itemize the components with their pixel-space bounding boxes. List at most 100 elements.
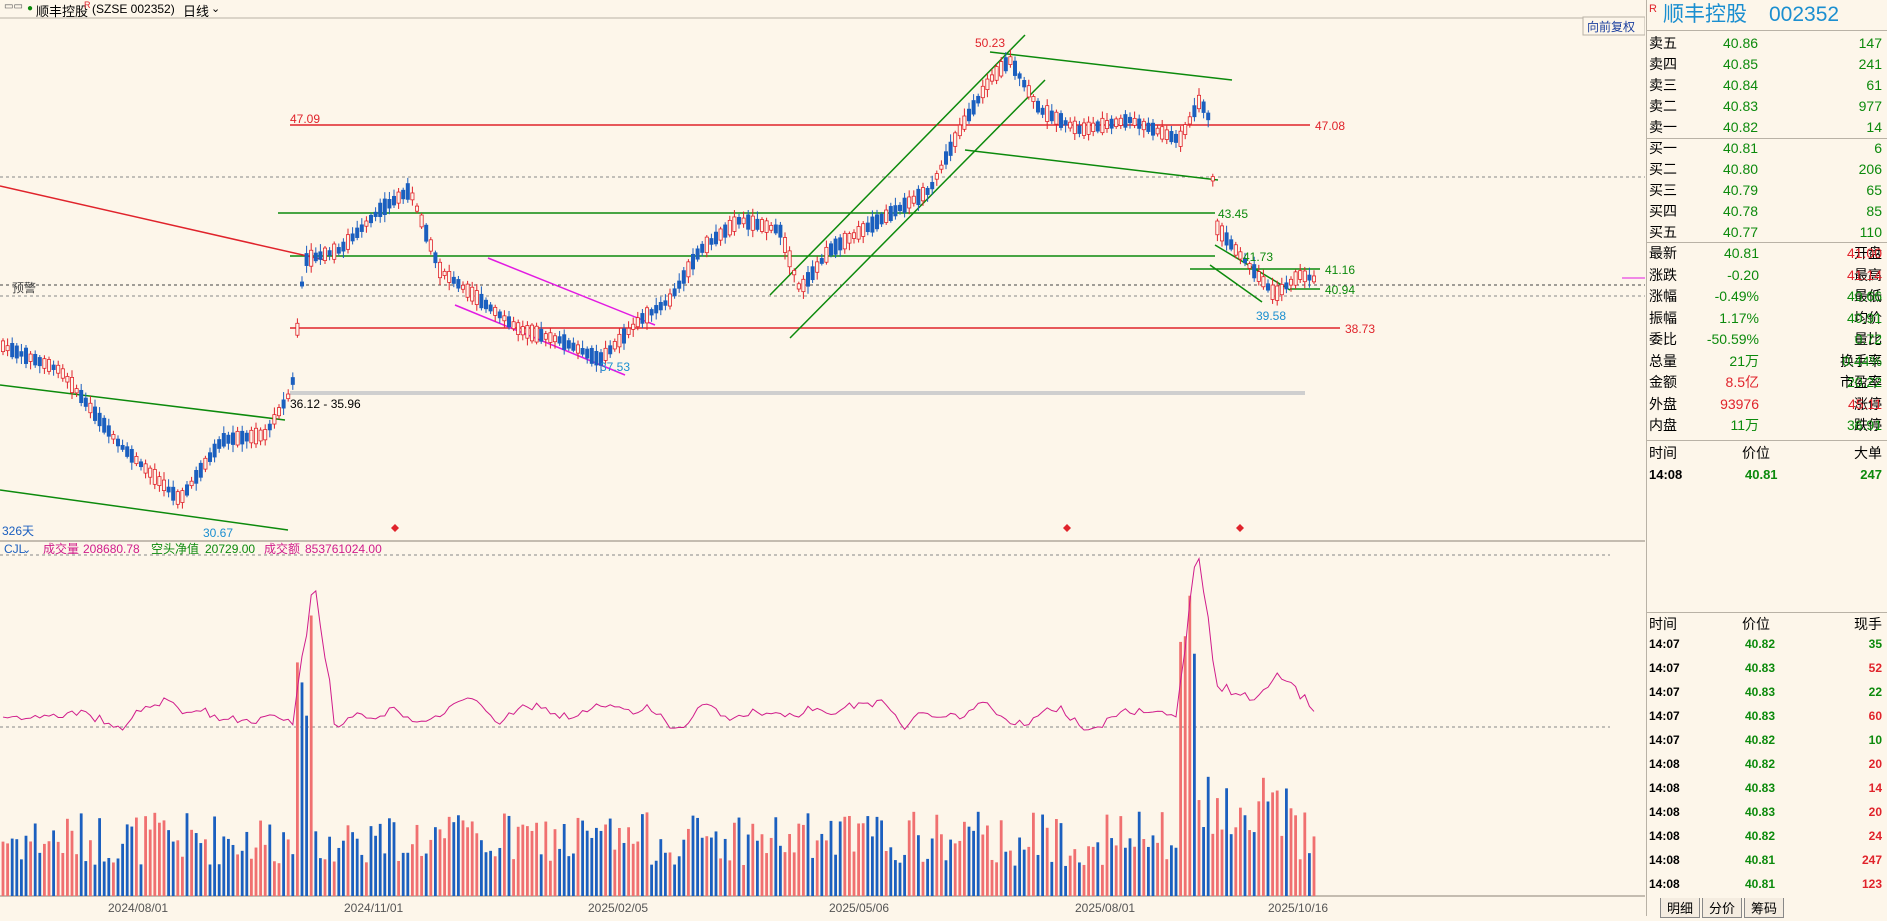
candle (203, 457, 208, 470)
label-50-23: 50.23 (975, 36, 1005, 50)
volume-bar (691, 815, 695, 896)
volume-bar (130, 826, 134, 896)
margin-flag: R (1649, 3, 1657, 15)
volume-bar (61, 852, 65, 896)
candle (778, 224, 783, 238)
candle (980, 85, 985, 99)
kline-chart[interactable]: 50.23 47.09 47.08 43.45 41.73 41.16 40.9… (0, 0, 1646, 916)
volume-bar (986, 825, 989, 896)
candle (1063, 120, 1068, 126)
bid-row[interactable]: 买二 40.80 206 (1647, 159, 1887, 180)
volume-bar (549, 860, 552, 896)
candle (1137, 118, 1142, 129)
indicator-dropdown-icon[interactable]: ⌄ (22, 544, 31, 556)
candle (769, 224, 774, 231)
period-select[interactable]: 日线 (183, 4, 210, 19)
bid-row[interactable]: 买五 40.77 110 (1647, 222, 1887, 243)
tick-row[interactable]: 14:07 40.82 35 (1647, 634, 1887, 655)
volume-bar (631, 843, 635, 896)
alert-label[interactable]: 预警 (12, 280, 36, 295)
candle (1238, 251, 1243, 260)
tick-row[interactable]: 14:08 40.83 20 (1647, 802, 1887, 823)
tick-row[interactable]: 14:08 40.82 24 (1647, 826, 1887, 847)
candle (1256, 271, 1261, 282)
volume-bar (894, 860, 897, 896)
tick-row[interactable]: 14:08 40.82 20 (1647, 754, 1887, 775)
tab-chips[interactable]: 筹码 (1744, 898, 1785, 918)
volume-bar (1119, 816, 1123, 896)
channel-lower (0, 489, 289, 531)
candle (1118, 117, 1123, 126)
tab-price-dist[interactable]: 分价 (1702, 898, 1743, 918)
big-order-row[interactable]: 14:08 40.81 247 (1647, 464, 1887, 485)
tick-volume: 35 (1868, 637, 1882, 651)
tick-row[interactable]: 14:08 40.83 14 (1647, 778, 1887, 799)
ask-price: 40.83 (1723, 98, 1759, 114)
volume-bar (783, 852, 787, 896)
tick-row[interactable]: 14:08 40.81 247 (1647, 850, 1887, 871)
candle (304, 253, 309, 266)
period-dropdown-icon[interactable]: ⌄ (211, 3, 221, 15)
candle (391, 195, 396, 206)
candle (599, 352, 604, 366)
volume-bar (1018, 837, 1021, 896)
bid-row[interactable]: 买一 40.81 6 (1647, 138, 1887, 159)
volume-bar (820, 833, 824, 896)
candle (1178, 130, 1183, 147)
indicator-name[interactable]: CJL (4, 542, 26, 556)
candle (207, 452, 212, 462)
volume-bar (953, 843, 957, 896)
volume-bar (66, 818, 69, 896)
bid-row[interactable]: 买三 40.79 65 (1647, 180, 1887, 201)
tick-row[interactable]: 14:07 40.82 10 (1647, 730, 1887, 751)
volume-bar (1179, 641, 1182, 896)
candle (990, 74, 995, 82)
chart-area[interactable]: 50.23 47.09 47.08 43.45 41.73 41.16 40.9… (0, 0, 1646, 916)
volume-bar (447, 816, 451, 896)
tick-volume: 20 (1868, 757, 1882, 771)
tick-row[interactable]: 14:07 40.83 60 (1647, 706, 1887, 727)
candle (299, 281, 304, 287)
ask-row[interactable]: 卖五 40.86 147 (1647, 33, 1887, 54)
tick-row[interactable]: 14:08 40.81 123 (1647, 874, 1887, 895)
volume-bar (342, 840, 345, 896)
candle (1174, 133, 1179, 143)
candle (437, 261, 442, 279)
volume-bar (300, 682, 304, 896)
volume-bar (507, 815, 511, 896)
tick-time: 14:08 (1649, 757, 1680, 771)
volume-bar (779, 845, 782, 896)
bid-row[interactable]: 买四 40.78 85 (1647, 201, 1887, 222)
ask-row[interactable]: 卖二 40.83 977 (1647, 96, 1887, 117)
volume-bar (1275, 790, 1279, 896)
window-icon[interactable]: ▭▭ (4, 1, 23, 12)
volume-bar (1262, 777, 1265, 896)
volume-bar (664, 852, 667, 896)
restore-button[interactable]: 向前复权 (1587, 19, 1635, 34)
candle (1206, 112, 1211, 121)
tick-row[interactable]: 14:07 40.83 22 (1647, 682, 1887, 703)
candle (47, 359, 52, 372)
tick-row[interactable]: 14:07 40.83 52 (1647, 658, 1887, 679)
candle (410, 192, 415, 201)
candle (378, 202, 383, 217)
ask-row[interactable]: 卖三 40.84 61 (1647, 75, 1887, 96)
ask-row[interactable]: 卖一 40.82 14 (1647, 117, 1887, 138)
volume-bar (788, 834, 791, 896)
volume-bar (999, 820, 1003, 896)
label-47-09: 47.09 (290, 112, 320, 126)
candle (318, 251, 323, 260)
candle (322, 247, 327, 261)
candle (1031, 96, 1036, 102)
volume-bar (1032, 812, 1035, 896)
stock-name[interactable]: 顺丰控股 (36, 4, 89, 19)
candle (962, 115, 967, 130)
volume-bar (645, 812, 649, 896)
candle (1261, 276, 1266, 288)
volume-bar (1271, 792, 1274, 896)
ask-row[interactable]: 卖四 40.85 241 (1647, 54, 1887, 75)
volume-bar (1248, 830, 1251, 896)
volume-bar (411, 844, 414, 896)
tab-detail[interactable]: 明细 (1660, 898, 1701, 918)
candle (345, 234, 350, 250)
